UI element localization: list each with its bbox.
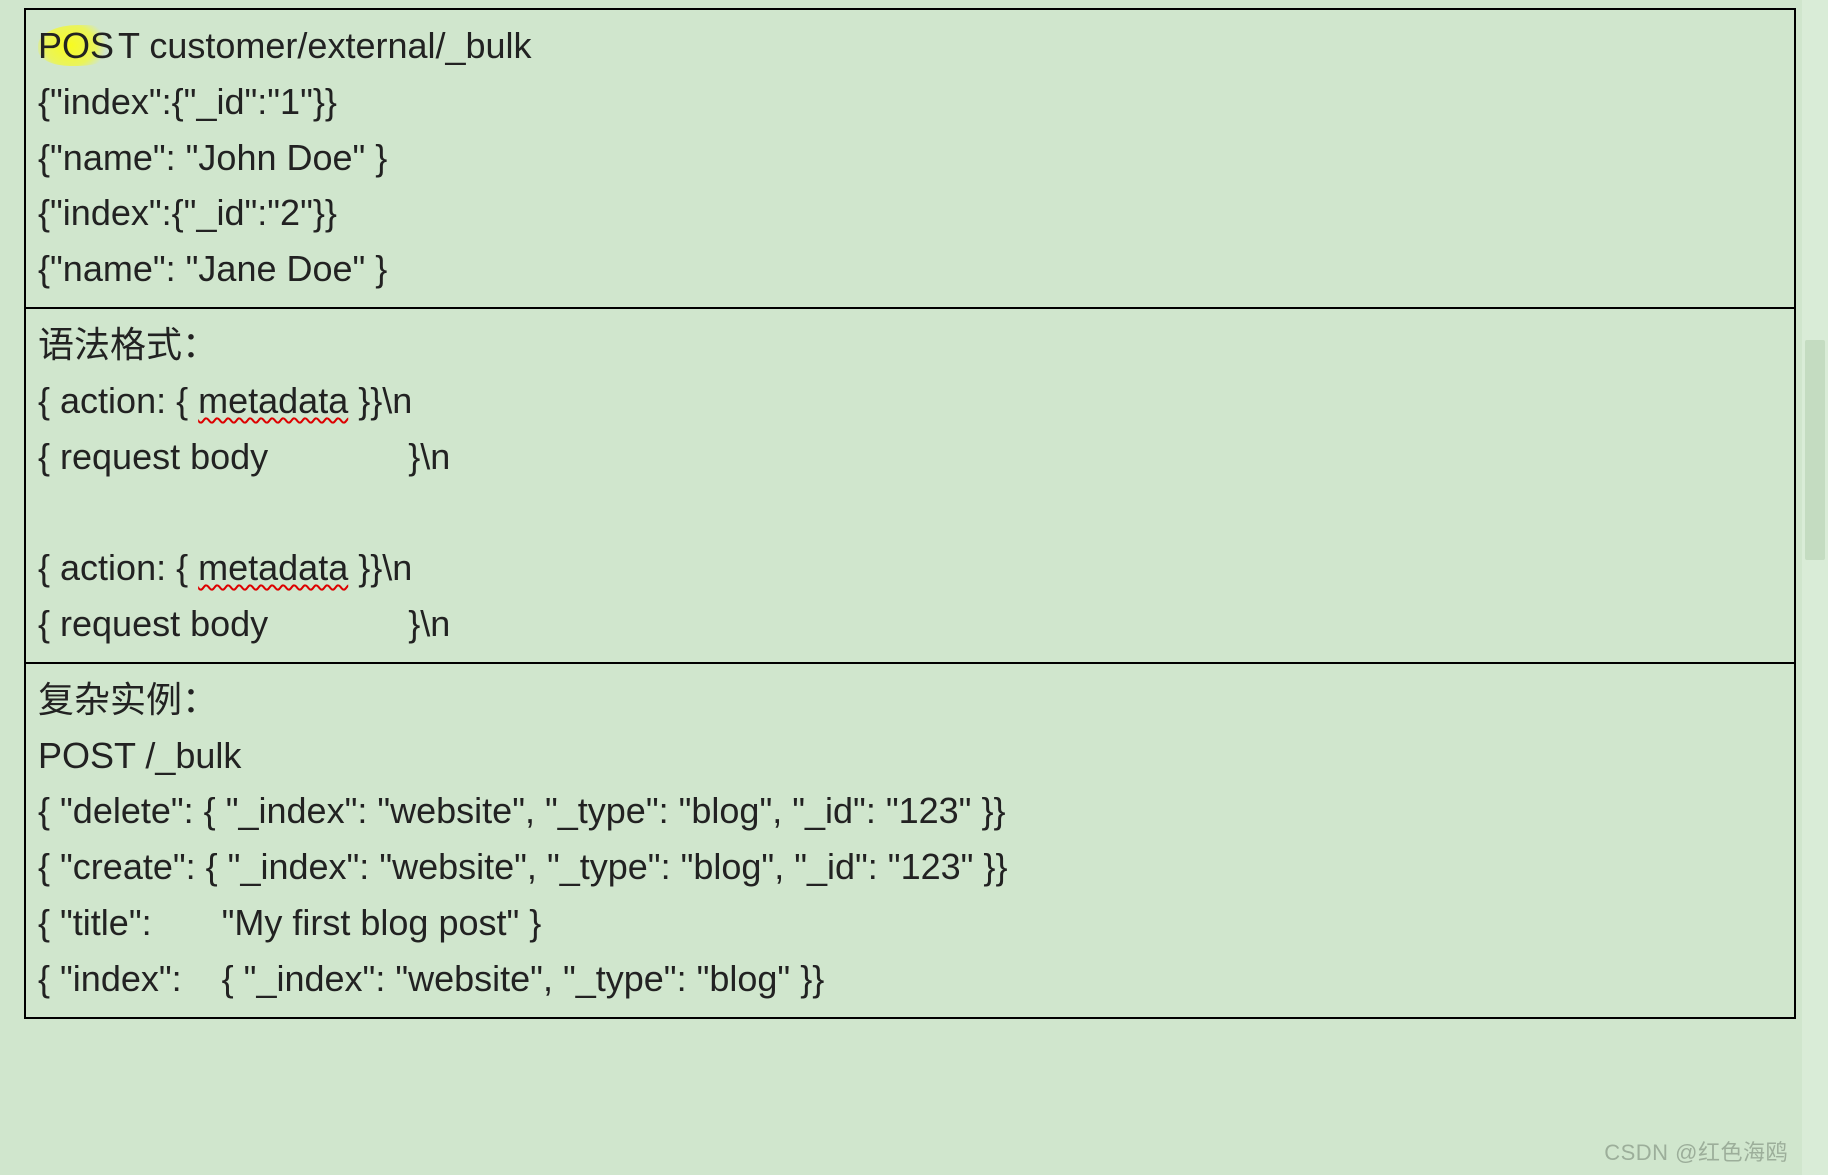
cell-bulk-example: POST customer/external/_bulk {"index":{"… (26, 10, 1794, 309)
code-text: }}\n (348, 547, 412, 588)
code-line: POST customer/external/_bulk (38, 18, 1782, 74)
watermark-text: CSDN @红色海鸥 (1604, 1135, 1788, 1167)
code-line: { action: { metadata }}\n (38, 540, 1782, 596)
cell-syntax-format: 语法格式： { action: { metadata }}\n { reques… (26, 309, 1794, 664)
code-text: { action: { (38, 380, 198, 421)
code-line: POST /_bulk (38, 728, 1782, 784)
code-line: {"name": "Jane Doe" } (38, 241, 1782, 297)
spellcheck-squiggle: metadata (198, 380, 348, 421)
code-text: }}\n (348, 380, 412, 421)
highlight-marker: POS (38, 25, 118, 66)
code-line: { request body }\n (38, 596, 1782, 652)
spellcheck-squiggle: metadata (198, 547, 348, 588)
cell-complex-example: 复杂实例： POST /_bulk { "delete": { "_index"… (26, 664, 1794, 1017)
code-table: POST customer/external/_bulk {"index":{"… (24, 8, 1796, 1019)
code-line: { "create": { "_index": "website", "_typ… (38, 839, 1782, 895)
code-line: {"index":{"_id":"2"}} (38, 185, 1782, 241)
code-line: { request body }\n (38, 429, 1782, 485)
code-line: {"name": "John Doe" } (38, 130, 1782, 186)
blank-line (38, 484, 1782, 540)
code-line: {"index":{"_id":"1"}} (38, 74, 1782, 130)
scrollbar-thumb[interactable] (1805, 340, 1825, 560)
code-line: { action: { metadata }}\n (38, 373, 1782, 429)
section-heading: 复杂实例： (38, 672, 1782, 728)
code-text: T customer/external/_bulk (118, 25, 532, 66)
section-heading: 语法格式： (38, 317, 1782, 373)
code-line: { "index": { "_index": "website", "_type… (38, 951, 1782, 1007)
code-line: { "title": "My first blog post" } (38, 895, 1782, 951)
vertical-scrollbar[interactable] (1802, 0, 1828, 1175)
code-line: { "delete": { "_index": "website", "_typ… (38, 783, 1782, 839)
code-text: { action: { (38, 547, 198, 588)
